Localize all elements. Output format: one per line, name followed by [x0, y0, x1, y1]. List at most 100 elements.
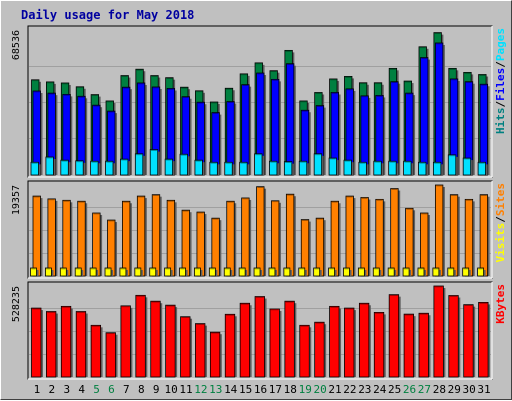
bar-pages-day-21 — [328, 157, 339, 176]
bar-kbytes-day-12 — [195, 323, 207, 378]
bar-sites-day-9 — [149, 267, 158, 277]
day-label: 23 — [358, 383, 371, 396]
day-label: 12 — [194, 383, 207, 396]
bar-visits-day-3 — [62, 199, 73, 277]
day-label: 26 — [403, 383, 416, 396]
bar-visits-day-27 — [420, 212, 430, 277]
bar-visits-day-18 — [285, 193, 296, 277]
bar-kbytes-day-14 — [224, 313, 237, 378]
bar-sites-day-11 — [179, 267, 188, 277]
legend-entry-2: Files — [494, 68, 507, 101]
day-label: 7 — [123, 383, 130, 396]
day-label: 18 — [284, 383, 297, 396]
bar-pages-day-16 — [254, 153, 265, 176]
bar-sites-day-22 — [343, 267, 352, 277]
legend-hits-files-pages: Hits/Files/Pages — [494, 28, 507, 134]
bar-sites-day-7 — [119, 267, 128, 277]
bar-kbytes-day-27 — [418, 312, 431, 378]
bar-kbytes-day-31 — [478, 302, 491, 378]
bar-pages-day-11 — [179, 153, 190, 176]
day-label: 4 — [78, 383, 85, 396]
bar-pages-day-7 — [120, 158, 130, 176]
bar-visits-day-26 — [405, 207, 416, 277]
day-label: 6 — [108, 383, 115, 396]
bar-visits-day-5 — [92, 212, 103, 277]
bar-files-day-28 — [434, 42, 445, 176]
day-label: 28 — [433, 383, 446, 396]
bar-pages-day-15 — [239, 161, 250, 176]
bar-kbytes-day-28 — [433, 285, 446, 378]
bar-sites-day-4 — [74, 267, 84, 277]
bar-kbytes-day-4 — [75, 311, 88, 378]
bar-pages-day-12 — [194, 159, 205, 176]
bar-kbytes-day-10 — [165, 304, 178, 378]
bar-kbytes-day-7 — [120, 305, 133, 378]
max-label-visits-sites: 19357 — [11, 185, 22, 215]
bar-visits-day-4 — [77, 200, 88, 277]
bar-kbytes-day-21 — [329, 305, 342, 378]
legend-entry-2: Visits — [494, 223, 507, 263]
legend-entry-0: Pages — [494, 28, 507, 61]
bar-pages-day-19 — [298, 160, 309, 176]
legend-entry-1: / — [494, 216, 507, 223]
bar-files-day-27 — [420, 57, 430, 176]
bar-sites-day-13 — [208, 267, 218, 277]
day-label: 10 — [164, 383, 177, 396]
day-label: 31 — [477, 383, 490, 396]
bar-sites-day-5 — [89, 267, 99, 277]
bar-sites-day-10 — [164, 267, 173, 277]
bar-visits-day-21 — [330, 200, 341, 277]
bar-sites-day-29 — [447, 267, 456, 277]
day-label: 21 — [328, 383, 341, 396]
day-label: 3 — [63, 383, 70, 396]
bar-visits-day-7 — [122, 200, 132, 277]
day-label: 8 — [138, 383, 145, 396]
legend-kbytes: KBytes — [494, 284, 507, 324]
bar-kbytes-day-3 — [60, 305, 73, 378]
bar-kbytes-day-16 — [254, 296, 267, 378]
bar-visits-day-14 — [226, 200, 237, 277]
bar-pages-day-29 — [447, 154, 458, 176]
bar-sites-day-23 — [357, 267, 367, 277]
bar-sites-day-24 — [372, 267, 382, 277]
max-label-kbytes: 528235 — [11, 286, 22, 322]
bar-pages-day-27 — [418, 161, 428, 176]
bar-kbytes-day-13 — [209, 331, 222, 378]
bar-sites-day-31 — [477, 267, 486, 277]
bar-sites-day-18 — [283, 267, 292, 277]
bar-kbytes-day-25 — [388, 294, 401, 378]
legend-entry-4: Hits — [494, 108, 507, 135]
bar-visits-day-25 — [390, 188, 401, 277]
bar-visits-day-29 — [449, 194, 460, 277]
bar-pages-day-5 — [90, 160, 101, 176]
bar-kbytes-day-17 — [269, 308, 282, 378]
bar-visits-day-17 — [271, 200, 281, 277]
bar-sites-day-20 — [313, 267, 322, 277]
bar-sites-day-2 — [45, 267, 54, 277]
chart-panels: 68536Hits/Files/Pages19357Visits/Sites52… — [11, 25, 507, 380]
bar-visits-day-12 — [196, 211, 207, 277]
day-label: 17 — [269, 383, 282, 396]
bar-sites-day-19 — [298, 267, 307, 277]
bar-sites-day-12 — [194, 267, 203, 277]
panel-visits-sites: 19357 Visits/Sites — [11, 180, 507, 279]
bar-pages-day-6 — [105, 160, 116, 176]
day-label: 20 — [313, 383, 326, 396]
bars-visits-sites — [30, 184, 490, 277]
bar-files-day-31 — [479, 83, 490, 176]
bar-pages-day-8 — [134, 153, 145, 176]
chart-title: Daily usage for May 2018 — [21, 8, 194, 22]
day-label: 19 — [299, 383, 312, 396]
bar-pages-day-14 — [224, 161, 235, 176]
day-label: 14 — [224, 383, 238, 396]
day-label: 16 — [254, 383, 267, 396]
bar-visits-day-20 — [315, 217, 326, 277]
bar-pages-day-13 — [209, 161, 220, 176]
day-label: 22 — [343, 383, 356, 396]
bar-kbytes-day-2 — [46, 311, 58, 378]
day-labels: 1 2 3 4 5 6 7 8 9 10 11 12 13 14 15 16 17 18 19 20 21 22 23 24 2… — [34, 383, 491, 396]
bar-files-day-17 — [271, 78, 281, 176]
bar-pages-day-17 — [269, 160, 279, 176]
day-label: 25 — [388, 383, 401, 396]
